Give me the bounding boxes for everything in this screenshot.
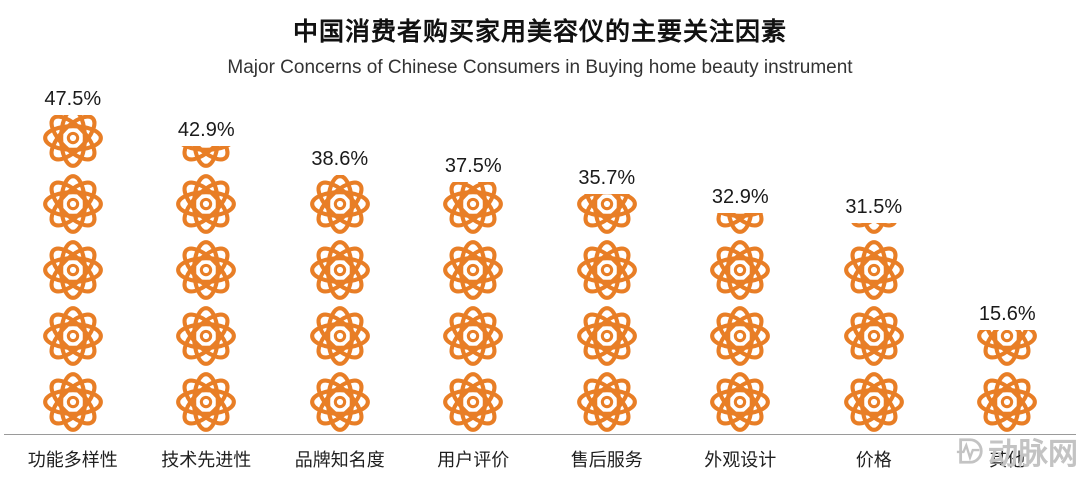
flower-knot-icon bbox=[443, 240, 504, 300]
watermark-logo-icon bbox=[956, 438, 983, 464]
flower-knot-icon bbox=[977, 330, 1038, 366]
category-label: 功能多样性 bbox=[27, 450, 118, 470]
value-label: 15.6% bbox=[978, 303, 1036, 325]
x-axis-line bbox=[4, 434, 1076, 435]
flower-knot-icon bbox=[843, 372, 904, 432]
bar-column-2: 42.9% 技术先进性 bbox=[140, 79, 274, 477]
watermark-text: 动脉网 bbox=[988, 438, 1078, 471]
value-label: 32.9% bbox=[711, 186, 769, 208]
flower-knot-icon bbox=[42, 372, 103, 432]
value-label: 35.7% bbox=[578, 167, 636, 189]
flower-knot-icon bbox=[42, 115, 103, 168]
flower-knot-icon bbox=[977, 372, 1038, 432]
icon-stack bbox=[832, 223, 916, 435]
flower-knot-icon bbox=[42, 240, 103, 300]
category-label: 外观设计 bbox=[704, 450, 777, 470]
flower-knot-icon bbox=[42, 174, 103, 234]
category-label: 品牌知名度 bbox=[294, 450, 385, 470]
flower-knot-icon bbox=[850, 223, 898, 234]
value-label: 42.9% bbox=[177, 119, 235, 141]
bars-row: 47.5% 功能多样性 42.9% 技术先进性 38.6% 品牌知名度 37.5% 用户评价 3… bbox=[0, 79, 1080, 477]
icon-stack bbox=[698, 213, 782, 435]
bar-column-6: 32.9% 外观设计 bbox=[674, 79, 808, 477]
flower-knot-icon bbox=[309, 306, 370, 366]
bar-column-1: 47.5% 功能多样性 bbox=[6, 79, 140, 477]
flower-knot-icon bbox=[710, 306, 771, 366]
category-label: 其他 bbox=[989, 450, 1026, 470]
flower-knot-icon bbox=[176, 174, 237, 234]
bar-column-3: 38.6% 品牌知名度 bbox=[273, 79, 407, 477]
bar-column-8: 15.6% 其他 bbox=[941, 79, 1075, 477]
flower-knot-icon bbox=[716, 213, 764, 234]
flower-knot-icon bbox=[42, 306, 103, 366]
category-label: 价格 bbox=[855, 450, 892, 470]
watermark: 动脉网 bbox=[955, 429, 1078, 473]
flower-knot-icon bbox=[176, 306, 237, 366]
flower-knot-icon bbox=[710, 240, 771, 300]
chart-title: 中国消费者购买家用美容仪的主要关注因素 bbox=[292, 18, 787, 46]
flower-knot-icon bbox=[576, 306, 637, 366]
value-label: 47.5% bbox=[44, 88, 102, 110]
value-label: 31.5% bbox=[845, 196, 903, 218]
bar-column-5: 35.7% 售后服务 bbox=[540, 79, 674, 477]
flower-knot-icon bbox=[309, 240, 370, 300]
flower-knot-icon bbox=[443, 372, 504, 432]
bar-column-4: 37.5% 用户评价 bbox=[407, 79, 541, 477]
flower-knot-icon bbox=[309, 372, 370, 432]
icon-stack bbox=[164, 146, 248, 435]
flower-knot-icon bbox=[176, 240, 237, 300]
pictogram-bar-chart: 47.5% 功能多样性 42.9% 技术先进性 38.6% 品牌知名度 37.5% 用户评价 3… bbox=[0, 79, 1080, 477]
flower-knot-icon bbox=[576, 240, 637, 300]
chart-subtitle: Major Concerns of Chinese Consumers in B… bbox=[227, 57, 853, 78]
flower-knot-icon bbox=[843, 306, 904, 366]
flower-knot-icon bbox=[576, 372, 637, 432]
value-label: 37.5% bbox=[444, 155, 502, 177]
icon-stack bbox=[565, 194, 649, 435]
bar-column-7: 31.5% 价格 bbox=[807, 79, 941, 477]
value-label: 38.6% bbox=[311, 148, 369, 170]
flower-knot-icon bbox=[181, 146, 232, 168]
icon-stack bbox=[431, 182, 515, 435]
flower-knot-icon bbox=[843, 240, 904, 300]
flower-knot-icon bbox=[443, 306, 504, 366]
category-label: 售后服务 bbox=[570, 450, 643, 470]
flower-knot-icon bbox=[710, 372, 771, 432]
icon-stack bbox=[298, 175, 382, 435]
icon-stack bbox=[965, 330, 1049, 435]
flower-knot-icon bbox=[176, 372, 237, 432]
category-label: 用户评价 bbox=[437, 450, 510, 470]
flower-knot-icon bbox=[443, 182, 504, 234]
icon-stack bbox=[31, 115, 115, 435]
flower-knot-icon bbox=[576, 194, 637, 234]
category-label: 技术先进性 bbox=[161, 450, 252, 470]
flower-knot-icon bbox=[309, 175, 370, 234]
